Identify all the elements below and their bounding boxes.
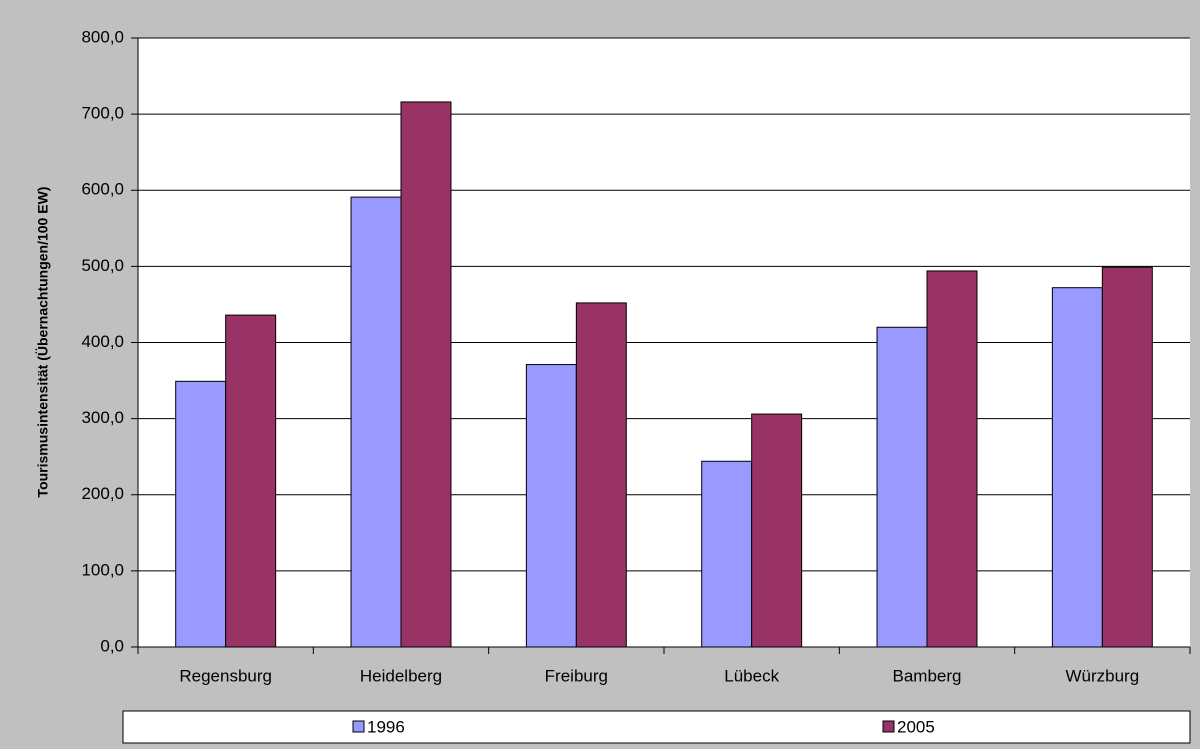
bar [175,380,227,648]
x-tick-label: Freiburg [545,666,608,685]
legend-swatch [882,720,895,733]
legend-label: 1996 [367,717,405,736]
legend-swatch [352,720,365,733]
y-axis-label: Tourismusintensität (Übernachtungen/100 … [35,187,51,498]
y-tick-label: 600,0 [81,180,124,199]
legend [122,710,1191,744]
bar [751,413,803,648]
bar [876,326,928,648]
y-tick-label: 400,0 [81,332,124,351]
x-tick-label: Würzburg [1065,666,1139,685]
bar [1101,266,1153,648]
x-tick-label: Regensburg [179,666,272,685]
bar [926,270,978,648]
y-tick-label: 700,0 [81,104,124,123]
y-tick-label: 0,0 [100,636,124,655]
bar [400,101,452,648]
y-tick-label: 100,0 [81,560,124,579]
bar [575,302,627,648]
bar [350,196,402,648]
bar [701,460,753,648]
bar [525,364,577,648]
y-tick-label: 300,0 [81,408,124,427]
x-tick-label: Bamberg [893,666,962,685]
x-tick-label: Lübeck [724,666,779,685]
y-tick-label: 200,0 [81,484,124,503]
y-tick-label: 500,0 [81,256,124,275]
legend-label: 2005 [897,717,935,736]
y-tick-label: 800,0 [81,27,124,46]
bar [225,314,277,648]
x-tick-label: Heidelberg [360,666,442,685]
bar [1051,287,1103,648]
